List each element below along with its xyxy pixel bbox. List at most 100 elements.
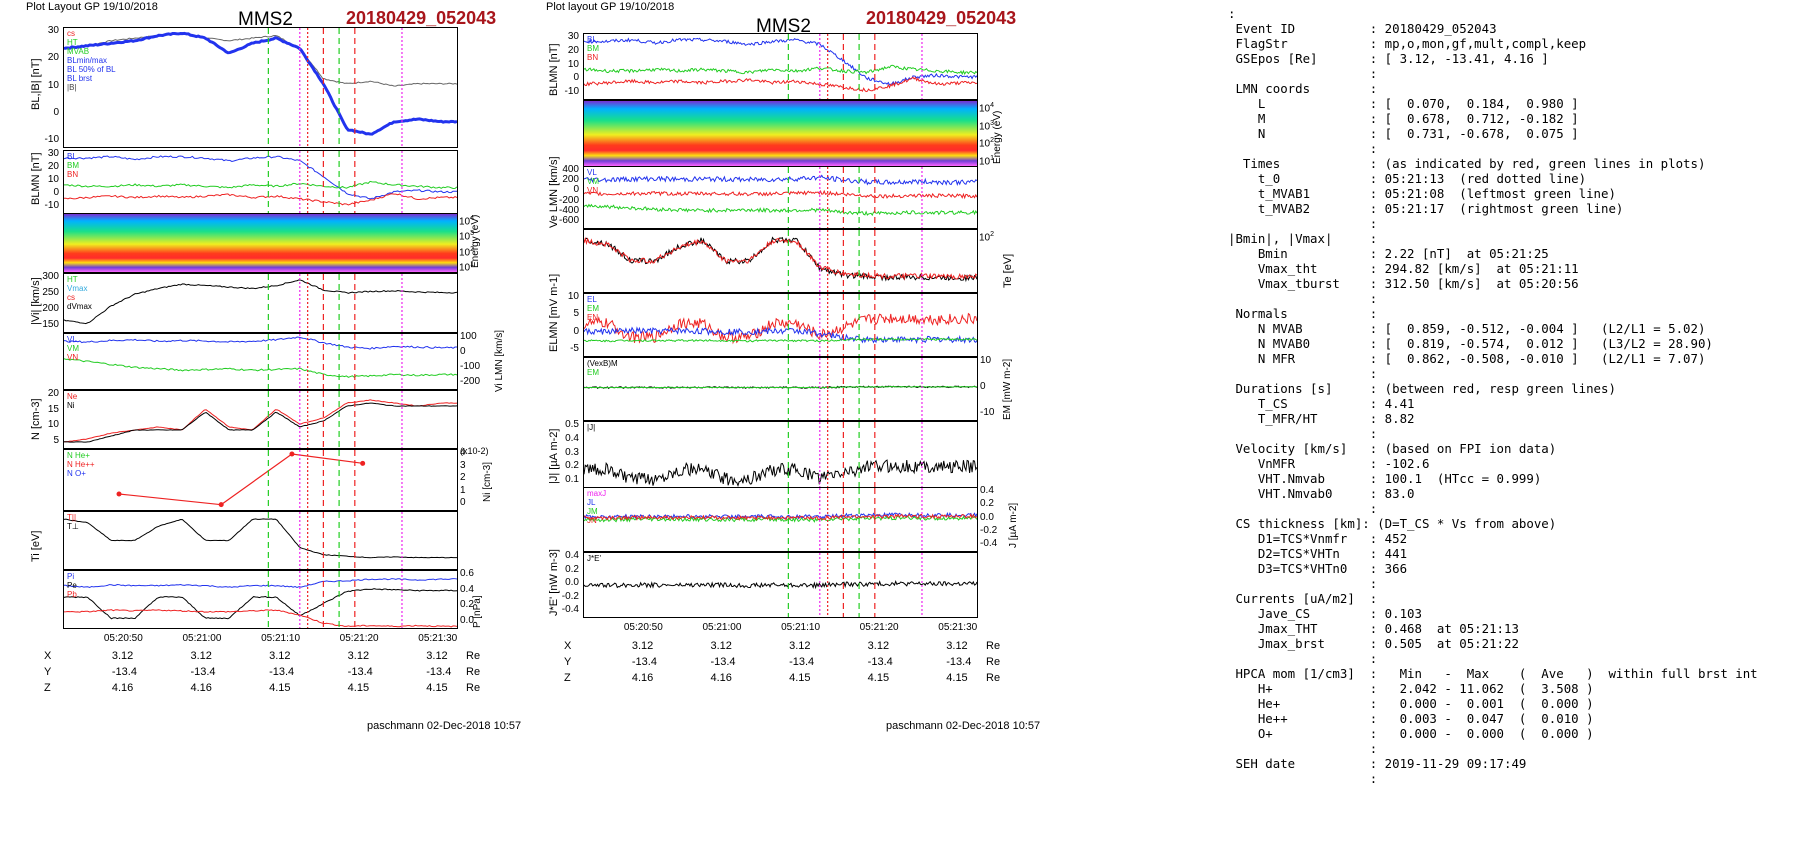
pressure-panel [63, 570, 458, 629]
time-tick-label: 05:21:00 [702, 622, 742, 633]
info-line: D3=TCS*VHTn0 : 366 [1228, 561, 1408, 576]
tick-label: 0 [573, 184, 579, 196]
legend-entry: MVAB [67, 47, 90, 56]
tick-label: 1 [460, 484, 466, 496]
legend-entry: VN [67, 353, 79, 362]
legend-entry: BM [67, 161, 79, 170]
info-line: D1=TCS*Vnmfr : 452 [1228, 531, 1408, 546]
series-He++ [118, 453, 363, 506]
tick-label: -0.2 [561, 590, 579, 602]
tick-label: 250 [42, 287, 59, 298]
info-line: Durations [s] : (between red, resp green… [1228, 381, 1616, 396]
tick-label: 3 [460, 459, 466, 471]
plot-svg [584, 488, 977, 551]
mid-series-JL [584, 511, 977, 520]
tick-label: -10 [44, 134, 59, 145]
tick-label: 5 [53, 435, 59, 446]
series-BM [64, 180, 457, 189]
tick-label: -5 [570, 343, 579, 354]
info-line: : [1228, 651, 1378, 666]
info-line: D2=TCS*VHTn : 441 [1228, 546, 1408, 561]
info-line: VnMFR : -102.6 [1228, 456, 1430, 471]
electron-temperature-panel [583, 229, 978, 293]
legend-entry: JN [587, 516, 597, 525]
series-|Vi| [64, 279, 457, 325]
info-line: SEH date : 2019-11-29 09:17:49 [1228, 756, 1527, 771]
info-line: : [1228, 366, 1378, 381]
info-line: : [1228, 741, 1378, 756]
legend-entry: EM [587, 368, 599, 377]
legend-entry: VL [67, 335, 77, 344]
legend-entry: T⊥ [67, 522, 79, 531]
coord-label: Z [564, 672, 571, 684]
info-line: Times : (as indicated by red, green line… [1228, 156, 1706, 171]
info-line: L : [ 0.070, 0.184, 0.980 ] [1228, 96, 1579, 111]
ni-multiplier: (x10-2) [460, 446, 489, 456]
coord-value: 4.16 [111, 682, 134, 694]
em-panel [583, 357, 978, 421]
info-line: VHT.Nmvab : 100.1 (HTcc = 0.999) [1228, 471, 1542, 486]
mid-series-EN [584, 337, 977, 343]
tick-label: 0 [460, 346, 466, 357]
time-tick-label: 05:21:20 [339, 633, 379, 644]
jdote-panel [583, 552, 978, 618]
e-lmn-panel [583, 293, 978, 357]
tick-label: 20 [567, 44, 579, 56]
info-line: Vmax_tburst : 312.50 [km/s] at 05:20:56 [1228, 276, 1579, 291]
plot-svg [64, 571, 457, 628]
time-tick-label: 05:21:00 [182, 633, 222, 644]
mid-blmn-ylabel: BLMN [nT] [548, 43, 560, 96]
legend-entry: EM [587, 304, 599, 313]
left-event-id: 20180429_052043 [346, 8, 497, 28]
series-Pi [64, 578, 457, 589]
coord-label: X [564, 640, 572, 652]
legend-entry: Pi [67, 572, 75, 581]
coord-value: 3.12 [269, 650, 291, 662]
info-line: : [1228, 291, 1378, 306]
coord-value: 4.16 [710, 672, 732, 684]
info-line: : [1228, 426, 1378, 441]
tick-label: 0.1 [565, 474, 579, 485]
tick-label: -10 [44, 200, 59, 211]
legend-entry: BL [67, 152, 77, 161]
point-he++-3 [360, 460, 366, 466]
electron-energy-spectrogram [583, 100, 978, 167]
vilmn-ylabel: Vi LMN [km/s] [494, 329, 505, 392]
plot-svg [584, 34, 977, 99]
time-tick-label: 05:21:10 [261, 633, 301, 644]
tick-label: 4 [460, 447, 466, 458]
mid-series-JE [584, 580, 977, 590]
current-lmn-panel [583, 487, 978, 552]
energy-tick-label: 104 [979, 102, 995, 115]
mid-series-JM [584, 515, 977, 523]
legend-entry: N He+ [67, 451, 90, 460]
info-line: t_MVAB1 : 05:21:08 (leftmost green line) [1228, 186, 1616, 201]
tick-label: 10 [567, 291, 579, 302]
je-ylabel: J*E' [nW m-3] [548, 549, 560, 616]
left-plot-header: Plot Layout GP 19/10/2018 [26, 1, 158, 13]
legend-entry: Ni [67, 401, 75, 410]
coord-value: 4.16 [190, 682, 212, 694]
point-he++-1 [218, 502, 224, 508]
plot-svg [116, 450, 403, 510]
tick-label: -0.2 [980, 524, 998, 536]
coord-value: -13.4 [946, 656, 972, 668]
coord-label: Y [564, 656, 572, 668]
legend-entry: Ne [67, 392, 78, 401]
tick-label: 0.2 [565, 460, 579, 472]
mid-blmn-panel [583, 33, 978, 100]
tick-label: -200 [460, 376, 481, 387]
energy-tick-label: 101 [979, 155, 995, 168]
ti-ylabel: Ti [eV] [30, 530, 42, 562]
j-ylabel: |J| [µA m-2] [548, 428, 560, 484]
coord-value: -13.4 [867, 656, 893, 668]
tick-label: 20 [47, 161, 59, 172]
legend-entry: cs [67, 29, 75, 38]
coord-value: -13.4 [269, 666, 295, 678]
legend-entry: BLmin/max [67, 56, 108, 65]
ion-temperature-panel [63, 511, 458, 570]
coord-value: 4.15 [426, 682, 448, 694]
ve-lmn-panel [583, 166, 978, 229]
coord-unit: Re [986, 672, 1001, 684]
plot-svg [584, 230, 977, 292]
